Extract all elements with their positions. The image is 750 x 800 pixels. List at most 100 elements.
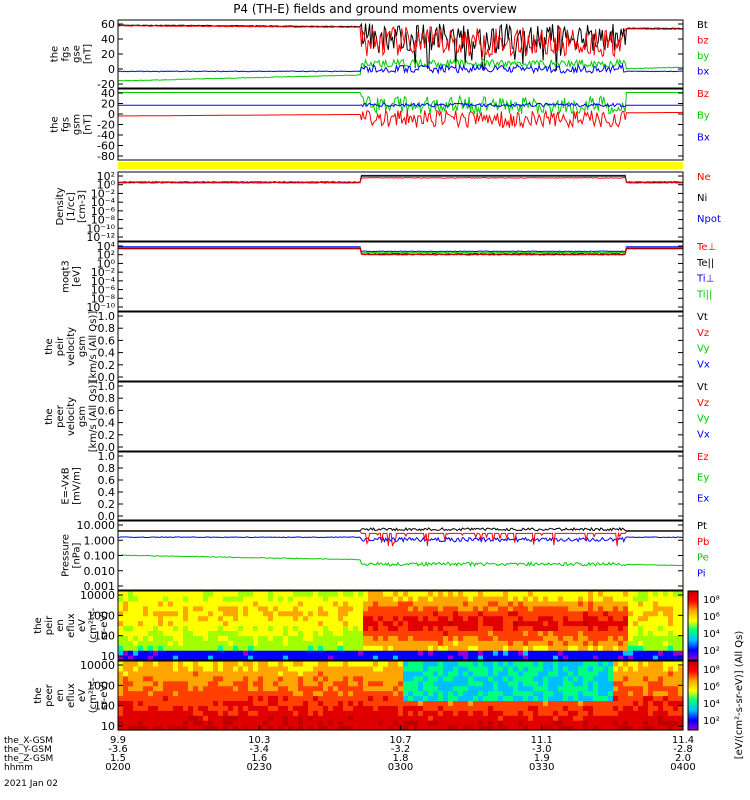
y-tick-label: 10⁻¹⁰	[86, 301, 115, 314]
heatmap-cell	[183, 600, 189, 607]
heatmap-cell	[358, 661, 364, 667]
heatmap-cell	[513, 690, 519, 697]
heatmap-cell	[493, 610, 499, 617]
heatmap-cell	[408, 615, 414, 622]
heatmap-cell	[403, 695, 409, 702]
heatmap-cell	[513, 595, 519, 602]
heatmap-cell	[518, 635, 524, 641]
heatmap-cell	[128, 680, 134, 687]
heatmap-cell	[398, 605, 404, 612]
heatmap-cell	[363, 665, 369, 672]
heatmap-cell	[333, 645, 339, 651]
heatmap-cell	[658, 625, 664, 632]
heatmap-cell	[518, 615, 524, 622]
heatmap-cell	[383, 700, 389, 706]
heatmap-cell	[628, 661, 634, 667]
heatmap-cell	[468, 685, 474, 692]
heatmap-cell	[123, 675, 129, 682]
heatmap-cell	[383, 595, 389, 602]
heatmap-cell	[153, 630, 159, 636]
heatmap-cell	[128, 600, 134, 607]
heatmap-cell	[348, 615, 354, 622]
heatmap-cell	[238, 661, 244, 667]
heatmap-cell	[648, 610, 654, 617]
heatmap-cell	[528, 610, 534, 617]
heatmap-cell	[493, 661, 499, 667]
heatmap-cell	[443, 720, 449, 726]
heatmap-cell	[428, 640, 434, 646]
heatmap-cell	[578, 695, 584, 702]
heatmap-cell	[398, 685, 404, 692]
heatmap-cell	[328, 620, 334, 627]
heatmap-cell	[398, 620, 404, 627]
y-tick-label: 0.6	[98, 404, 116, 417]
heatmap-cell	[198, 600, 204, 607]
heatmap-cell	[443, 705, 449, 711]
heatmap-cell	[568, 650, 574, 656]
heatmap-cell	[223, 661, 229, 667]
heatmap-cell	[138, 710, 144, 716]
heatmap-cell	[593, 650, 599, 656]
heatmap-cell	[528, 670, 534, 677]
heatmap-cell	[263, 661, 269, 667]
heatmap-cell	[168, 655, 174, 661]
heatmap-cell	[518, 661, 524, 667]
heatmap-cell	[628, 610, 634, 617]
heatmap-cell	[288, 640, 294, 646]
y-axis-label: [1/cc]	[66, 192, 77, 221]
heatmap-cell	[358, 591, 364, 597]
heatmap-cell	[573, 600, 579, 607]
heatmap-cell	[183, 640, 189, 646]
panel-background	[118, 452, 683, 520]
heatmap-cell	[593, 620, 599, 627]
heatmap-cell	[403, 665, 409, 672]
heatmap-cell	[413, 661, 419, 667]
heatmap-cell	[338, 695, 344, 702]
heatmap-cell	[403, 600, 409, 607]
heatmap-cell	[368, 661, 374, 667]
heatmap-cell	[668, 665, 674, 672]
heatmap-cell	[153, 605, 159, 612]
heatmap-cell	[678, 661, 684, 667]
heatmap-cell	[173, 620, 179, 627]
heatmap-cell	[583, 645, 589, 651]
heatmap-cell	[378, 720, 384, 726]
heatmap-cell	[288, 720, 294, 726]
heatmap-cell	[323, 620, 329, 627]
heatmap-cell	[393, 665, 399, 672]
series-ne	[117, 176, 684, 184]
heatmap-cell	[223, 680, 229, 687]
heatmap-cell	[483, 720, 489, 726]
heatmap-cell	[598, 591, 604, 597]
heatmap-cell	[678, 690, 684, 697]
heatmap-cell	[183, 685, 189, 692]
heatmap-cell	[233, 695, 239, 702]
heatmap-cell	[308, 695, 314, 702]
heatmap-cell	[213, 690, 219, 697]
heatmap-cell	[493, 591, 499, 597]
heatmap-cell	[653, 640, 659, 646]
heatmap-cell	[228, 635, 234, 641]
heatmap-cell	[568, 595, 574, 602]
heatmap-cell	[163, 725, 169, 731]
heatmap-cell	[323, 675, 329, 682]
heatmap-cell	[233, 640, 239, 646]
heatmap-cell	[663, 625, 669, 632]
heatmap-cell	[528, 715, 534, 721]
heatmap-cell	[163, 705, 169, 711]
heatmap-cell	[183, 700, 189, 706]
heatmap-cell	[643, 665, 649, 672]
heatmap-cell	[648, 620, 654, 627]
heatmap-cell	[248, 645, 254, 651]
heatmap-cell	[168, 690, 174, 697]
heatmap-cell	[563, 715, 569, 721]
heatmap-cell	[523, 685, 529, 692]
heatmap-cell	[133, 605, 139, 612]
heatmap-cell	[568, 710, 574, 716]
heatmap-cell	[248, 640, 254, 646]
heatmap-cell	[618, 720, 624, 726]
heatmap-cell	[153, 725, 159, 731]
y-axis-label: [nPa]	[72, 542, 83, 568]
heatmap-cell	[268, 650, 274, 656]
heatmap-cell	[128, 595, 134, 602]
